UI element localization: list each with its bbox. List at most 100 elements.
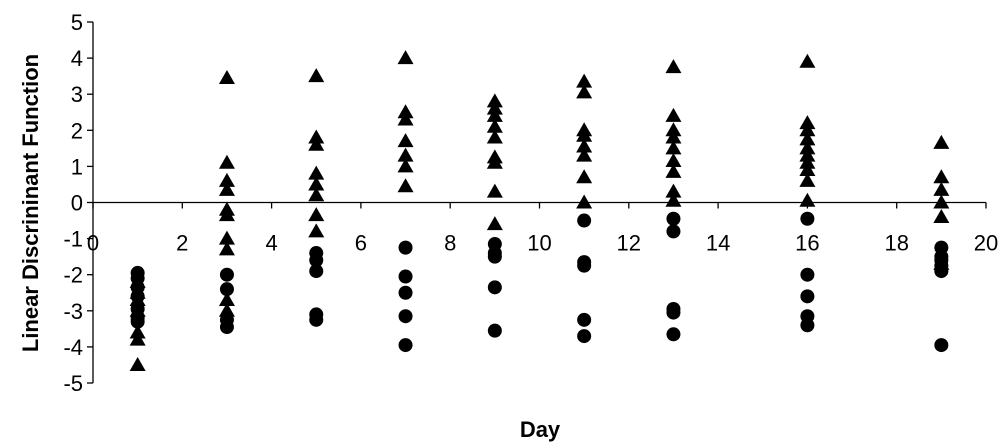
y-axis-title: Linear Discrininant Function bbox=[18, 54, 43, 352]
circle-point bbox=[666, 224, 681, 239]
y-tick-label: -4 bbox=[63, 335, 83, 360]
circle-point bbox=[934, 264, 949, 279]
triangle-point bbox=[308, 223, 325, 238]
triangle-point bbox=[218, 181, 235, 196]
x-tick-label: 6 bbox=[355, 231, 367, 256]
triangle-point bbox=[308, 207, 325, 222]
triangle-point bbox=[799, 140, 816, 155]
y-tick-label: 1 bbox=[71, 154, 83, 179]
y-tick-label: 5 bbox=[71, 10, 83, 35]
triangle-point bbox=[576, 127, 593, 142]
y-tick-label: -5 bbox=[63, 371, 83, 396]
triangle-point bbox=[933, 169, 950, 184]
x-tick-label: 16 bbox=[795, 231, 819, 256]
triangle-point bbox=[933, 208, 950, 223]
triangle-point bbox=[576, 147, 593, 162]
triangle-point bbox=[799, 53, 816, 68]
circle-point bbox=[487, 249, 502, 264]
y-tick-label: 2 bbox=[71, 118, 83, 143]
circle-point bbox=[577, 329, 592, 344]
triangle-point bbox=[308, 136, 325, 151]
triangle-point bbox=[799, 192, 816, 207]
circle-point bbox=[666, 305, 681, 320]
triangle-point bbox=[576, 73, 593, 88]
triangle-point bbox=[799, 115, 816, 130]
circle-point bbox=[219, 282, 234, 297]
circle-point bbox=[398, 285, 413, 300]
triangle-point bbox=[129, 324, 146, 339]
triangle-point bbox=[799, 122, 816, 137]
x-tick-label: 20 bbox=[974, 231, 998, 256]
circle-point bbox=[487, 280, 502, 295]
circle-point bbox=[577, 258, 592, 273]
triangle-point bbox=[218, 230, 235, 245]
triangle-point bbox=[218, 241, 235, 256]
triangle-point bbox=[397, 147, 414, 162]
x-tick-label: 14 bbox=[706, 231, 730, 256]
triangle-point bbox=[308, 129, 325, 144]
triangle-point bbox=[129, 331, 146, 346]
circle-point bbox=[800, 318, 815, 333]
x-axis-title: Day bbox=[520, 417, 561, 442]
x-tick-label: 4 bbox=[265, 231, 277, 256]
triangle-point bbox=[486, 118, 503, 133]
data-points bbox=[129, 50, 950, 371]
triangle-point bbox=[933, 181, 950, 196]
circle-point bbox=[800, 211, 815, 226]
triangle-point bbox=[308, 68, 325, 83]
triangle-point bbox=[799, 131, 816, 146]
y-tick-label: -3 bbox=[63, 299, 83, 324]
circle-point bbox=[800, 267, 815, 282]
circle-point bbox=[398, 240, 413, 255]
triangle-point bbox=[799, 162, 816, 177]
triangle-point bbox=[218, 154, 235, 169]
y-tick-label: 3 bbox=[71, 82, 83, 107]
triangle-point bbox=[218, 302, 235, 317]
triangle-point bbox=[397, 50, 414, 65]
x-tick-label: 8 bbox=[444, 231, 456, 256]
circle-point bbox=[309, 264, 324, 279]
triangle-point bbox=[933, 194, 950, 209]
triangle-point bbox=[486, 154, 503, 169]
triangle-point bbox=[665, 107, 682, 122]
x-tick-label: 2 bbox=[176, 231, 188, 256]
circle-point bbox=[666, 211, 681, 226]
triangle-point bbox=[308, 165, 325, 180]
triangle-point bbox=[799, 147, 816, 162]
circle-point bbox=[309, 312, 324, 327]
triangle-point bbox=[665, 152, 682, 167]
y-tick-label: -1 bbox=[63, 227, 83, 252]
y-tick-label: 4 bbox=[71, 46, 83, 71]
triangle-point bbox=[397, 158, 414, 173]
triangle-point bbox=[665, 129, 682, 144]
circle-point bbox=[130, 289, 145, 304]
triangle-point bbox=[665, 140, 682, 155]
triangle-point bbox=[486, 129, 503, 144]
triangle-point bbox=[799, 172, 816, 187]
triangle-point bbox=[486, 100, 503, 115]
triangle-point bbox=[486, 216, 503, 231]
triangle-point bbox=[576, 138, 593, 153]
triangle-point bbox=[665, 59, 682, 74]
circle-point bbox=[398, 338, 413, 353]
triangle-point bbox=[665, 192, 682, 207]
y-tick-label: -2 bbox=[63, 263, 83, 288]
circle-point bbox=[577, 213, 592, 228]
triangle-point bbox=[397, 133, 414, 148]
circle-point bbox=[398, 309, 413, 324]
triangle-point bbox=[308, 176, 325, 191]
y-tick-label: 0 bbox=[71, 191, 83, 216]
circle-point bbox=[577, 312, 592, 327]
triangle-point bbox=[665, 183, 682, 198]
circle-point bbox=[219, 267, 234, 282]
triangle-point bbox=[218, 172, 235, 187]
circle-point bbox=[309, 253, 324, 268]
triangle-point bbox=[576, 84, 593, 99]
x-tick-label: 10 bbox=[527, 231, 551, 256]
circle-point bbox=[666, 327, 681, 342]
x-tick-label: 18 bbox=[884, 231, 908, 256]
triangle-point bbox=[129, 356, 146, 371]
triangle-point bbox=[665, 122, 682, 137]
x-tick-label: 12 bbox=[617, 231, 641, 256]
